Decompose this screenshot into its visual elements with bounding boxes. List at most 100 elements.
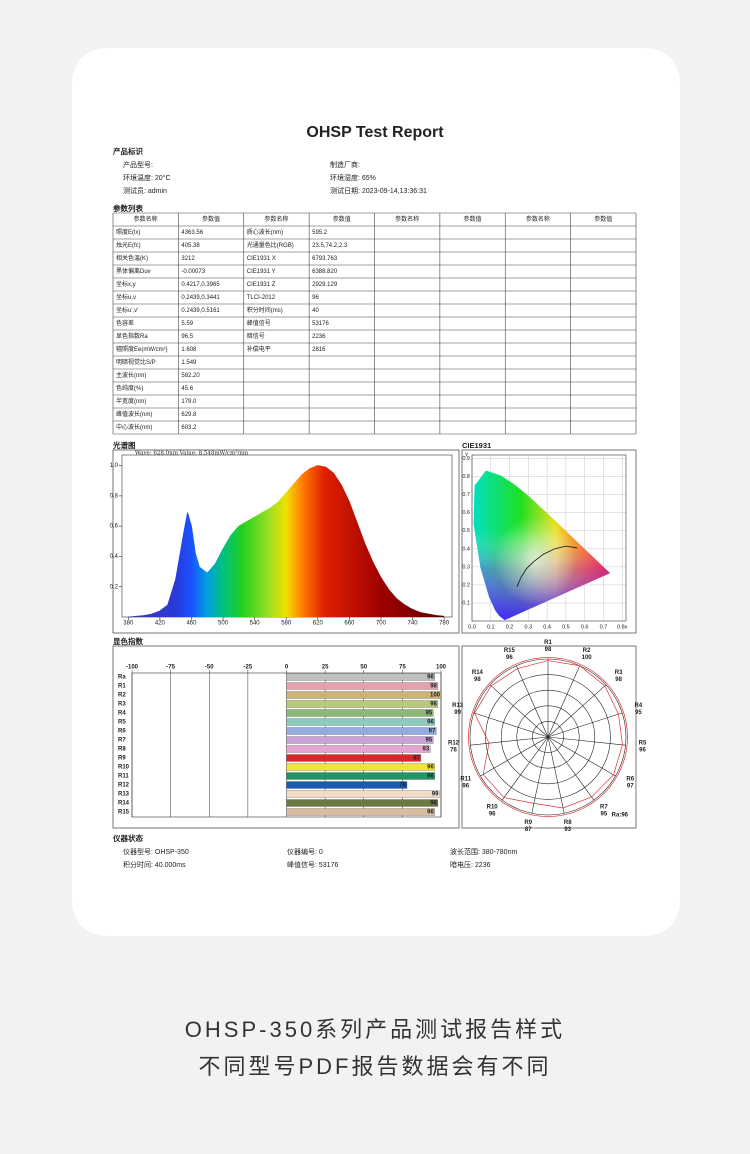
x-tick-label: 500 [218, 621, 229, 627]
spectrum-area [128, 465, 445, 617]
polar-spoke [501, 736, 549, 801]
table-header: 参数名称 [134, 215, 158, 223]
x-tick-label: 0.2 [506, 624, 514, 630]
instrument-field: 仪器编号: 0 [287, 847, 323, 856]
x-tick-label: 25 [322, 665, 329, 671]
polar-label: R6 [626, 777, 634, 783]
polar-value: 98 [474, 677, 481, 683]
polar-value: 97 [627, 784, 634, 790]
category-label: R8 [118, 747, 126, 753]
value-label: 98 [430, 684, 437, 690]
bar [286, 763, 435, 771]
table-cell: 主波长(nm) [116, 371, 146, 379]
polar-spoke [547, 684, 607, 738]
value-label: 99 [432, 792, 439, 798]
category-label: R11 [118, 774, 129, 780]
x-tick-label: 620 [313, 621, 324, 627]
x-tick-label: 660 [344, 621, 355, 627]
table-cell: CIE1931 Z [247, 282, 276, 288]
table-cell: 质心波长(nm) [247, 228, 283, 236]
bar [286, 727, 437, 735]
table-header: 参数值 [594, 215, 612, 223]
instrument-field: 仪器型号: OHSP-350 [123, 847, 189, 856]
category-label: R3 [118, 702, 126, 708]
bar [286, 781, 408, 789]
footer-line: 不同型号PDF报告数据会有不同 [198, 1054, 551, 1079]
spectrum-line [128, 465, 445, 618]
table-cell: 4363.56 [181, 230, 203, 236]
bar [286, 772, 435, 780]
value-label: 100 [430, 693, 441, 699]
table-cell: 2236 [312, 334, 326, 340]
polar-label: R13 [452, 703, 464, 709]
table-header: 参数名称 [395, 215, 419, 223]
polar-value: 96 [506, 655, 513, 661]
x-tick-label: 540 [250, 621, 261, 627]
product-field: 测试员: admin [123, 186, 167, 195]
table-cell: CIE1931 Y [247, 269, 276, 275]
y-tick-label: 0.1 [462, 600, 470, 606]
bar [286, 745, 431, 753]
chart-title: 显色指数 [113, 636, 143, 646]
polar-value: 96 [489, 812, 496, 818]
polar-annotation: Ra:96 [612, 813, 629, 819]
polar-value: 96 [639, 748, 646, 754]
value-label: 78 [399, 783, 406, 789]
table-cell: 0.4217,0.3965 [181, 282, 220, 288]
bar [286, 808, 435, 816]
table-cell: 色纯度(%) [116, 384, 143, 392]
table-header: 参数名称 [264, 215, 288, 223]
x-tick-label: 100 [436, 665, 447, 671]
y-tick-label: 0.6 [110, 524, 119, 530]
table-cell: 照度E(lx) [116, 228, 140, 236]
value-label: 98 [430, 702, 437, 708]
x-tick-label: -50 [205, 665, 214, 671]
table-cell: 0.2439,0.5161 [181, 308, 220, 314]
table-cell: 坐标x,y [116, 280, 136, 288]
value-label: 97 [429, 729, 436, 735]
product-field: 制造厂商: [330, 160, 360, 169]
category-label: R14 [118, 801, 130, 807]
x-tick-label: 0.8x [617, 624, 628, 630]
product-field: 环境湿度: 65% [330, 173, 376, 182]
table-cell: 179.0 [181, 399, 197, 405]
x-tick-label: 460 [186, 621, 197, 627]
table-cell: 3212 [181, 256, 195, 262]
x-tick-label: 580 [281, 621, 292, 627]
category-label: R4 [118, 711, 126, 717]
table-cell: CIE1931 X [247, 256, 276, 262]
table-cell: 595.2 [312, 230, 328, 236]
category-label: R1 [118, 684, 126, 690]
polar-label: R15 [504, 648, 516, 654]
bar [286, 691, 442, 699]
polar-spoke [531, 736, 549, 814]
polar-value: 93 [564, 827, 571, 833]
polar-value: 100 [582, 655, 593, 661]
x-tick-label: 700 [376, 621, 387, 627]
polar-spoke [547, 712, 623, 738]
bar [286, 790, 440, 798]
category-label: R15 [118, 810, 130, 816]
y-tick-label: 1.0 [110, 463, 119, 469]
table-cell: 45.6 [181, 386, 193, 392]
polar-spoke [547, 736, 626, 746]
table-cell: 6388.820 [312, 269, 338, 275]
category-label: R9 [118, 756, 126, 762]
value-label: 98 [430, 801, 437, 807]
bar [286, 673, 435, 681]
table-cell: 色容差 [116, 319, 134, 327]
section-heading: 参数列表 [113, 203, 143, 213]
x-tick-label: 0.3 [525, 624, 533, 630]
table-cell: 黑体偏离Duv [116, 267, 151, 275]
table-cell: 峰值波长(nm) [116, 410, 152, 418]
x-tick-label: 420 [155, 621, 166, 627]
category-label: R5 [118, 720, 126, 726]
table-cell: 积分时间(ms) [247, 306, 283, 314]
category-label: R12 [118, 783, 130, 789]
planckian-locus [516, 545, 578, 587]
polar-spoke [480, 736, 549, 777]
category-label: R10 [118, 765, 130, 771]
y-tick-label: 0.4 [110, 554, 119, 560]
chromaticity-gamut [473, 470, 611, 621]
polar-panel [461, 645, 637, 829]
